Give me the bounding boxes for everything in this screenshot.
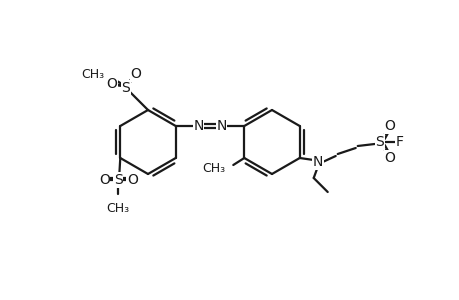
Text: S: S bbox=[375, 135, 383, 149]
Text: O: O bbox=[127, 173, 137, 187]
Text: CH₃: CH₃ bbox=[106, 202, 129, 215]
Text: O: O bbox=[383, 151, 394, 165]
Text: O: O bbox=[130, 67, 141, 81]
Text: F: F bbox=[395, 135, 403, 149]
Text: N: N bbox=[216, 119, 226, 133]
Text: N: N bbox=[193, 119, 203, 133]
Text: S: S bbox=[121, 81, 130, 95]
Text: S: S bbox=[114, 173, 123, 187]
Text: N: N bbox=[312, 155, 322, 169]
Text: O: O bbox=[383, 119, 394, 133]
Text: O: O bbox=[106, 77, 117, 91]
Text: CH₃: CH₃ bbox=[202, 161, 225, 175]
Text: CH₃: CH₃ bbox=[81, 68, 104, 80]
Text: O: O bbox=[99, 173, 110, 187]
